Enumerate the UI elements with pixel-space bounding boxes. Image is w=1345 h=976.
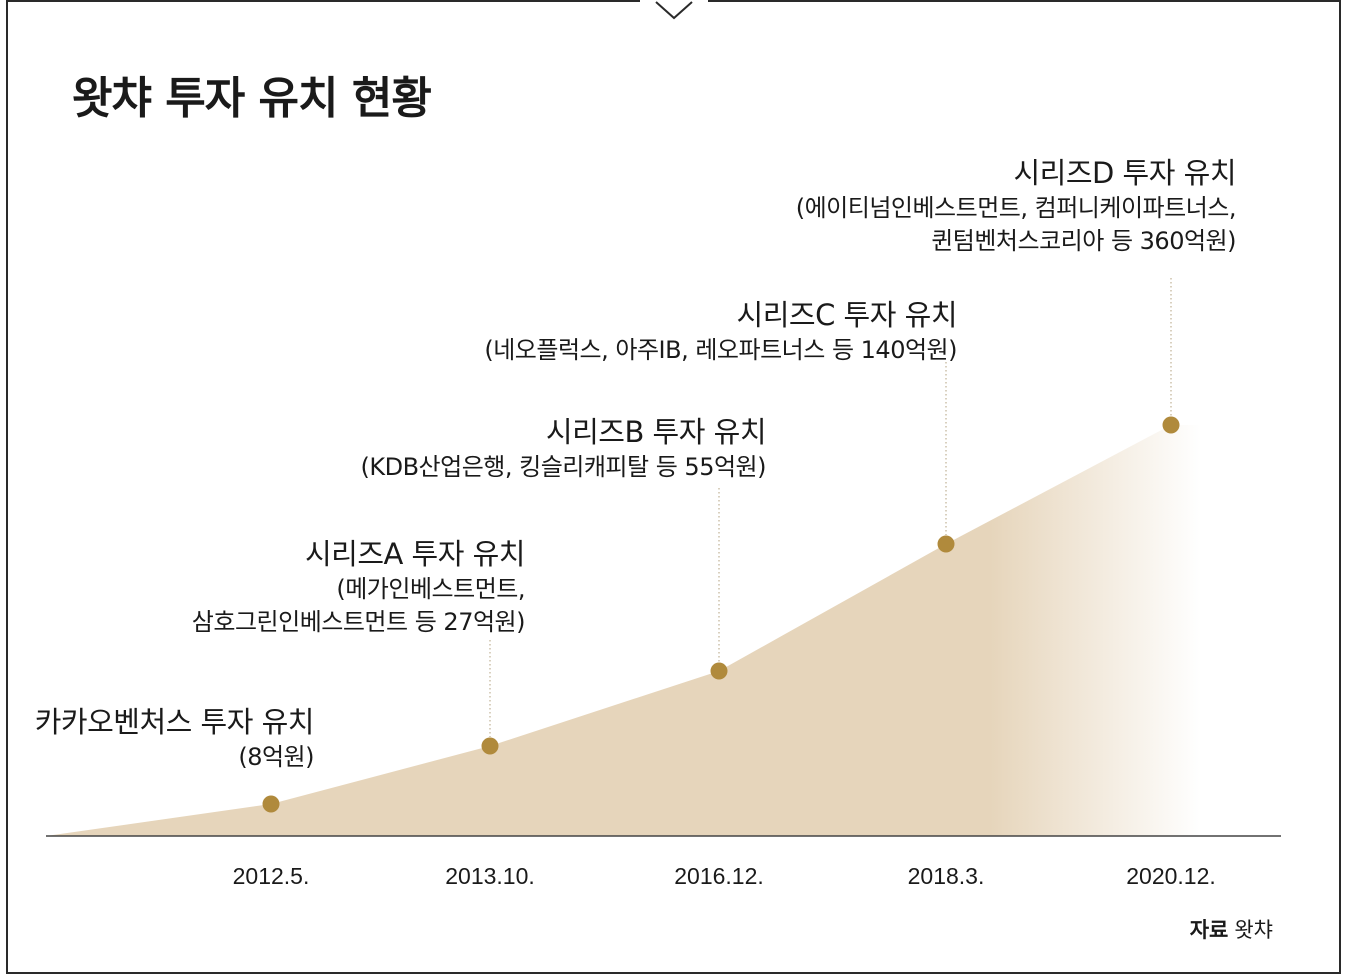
annotation-title: 시리즈D 투자 유치 [1013,156,1236,190]
frame-top-border-left [6,0,640,2]
data-point [481,737,499,755]
data-annotation: 시리즈D 투자 유치 (에이티넘인베스트먼트, 컴퍼니케이파트너스, 퀸텀벤처스코리… [795,154,1237,258]
data-annotation: 시리즈A 투자 유치 (메가인베스트먼트, 삼호그린인베스트먼트 등 27억원) [191,535,526,639]
annotation-detail: 삼호그린인베스트먼트 등 27억원) [191,608,526,636]
area-fill [46,425,1201,836]
x-tick-label: 2020.12. [1126,863,1216,889]
x-tick-label: 2013.10. [445,863,535,889]
data-annotation: 카카오벤처스 투자 유치 (8억원) [34,703,315,774]
data-point [1162,416,1180,434]
chart-title: 왓챠 투자 유치 현황 [72,73,432,124]
annotation-detail: (네오플럭스, 아주IB, 레오파트너스 등 140억원) [484,336,957,364]
annotation-title: 시리즈A 투자 유치 [304,537,526,571]
x-tick-label: 2018.3. [908,863,985,889]
source-credit: 자료 왓챠 [1190,914,1273,944]
annotation-detail: (메가인베스트먼트, [336,575,525,603]
x-tick-label: 2016.12. [674,863,764,889]
data-annotation: 시리즈C 투자 유치 (네오플럭스, 아주IB, 레오파트너스 등 140억원) [484,296,957,367]
annotation-title: 시리즈B 투자 유치 [545,415,767,449]
data-annotation: 시리즈B 투자 유치 (KDB산업은행, 킹슬리캐피탈 등 55억원) [360,413,766,484]
annotation-detail: (8억원) [238,743,314,771]
chevron-down-icon [655,1,693,20]
annotation-detail: (KDB산업은행, 킹슬리캐피탈 등 55억원) [360,453,766,481]
annotation-detail: (에이티넘인베스트먼트, 컴퍼니케이파트너스, [795,194,1237,222]
annotation-title: 시리즈C 투자 유치 [736,298,958,332]
frame-top-border-right [708,0,1341,2]
data-point [710,662,728,680]
annotation-detail: 퀸텀벤처스코리아 등 360억원) [931,227,1236,255]
data-point [937,535,955,553]
source-label: 자료 [1189,918,1229,942]
annotation-title: 카카오벤처스 투자 유치 [34,705,315,739]
data-point [262,795,280,813]
chart-frame [6,0,1341,974]
source-value: 왓챠 [1234,918,1273,942]
x-tick-label: 2012.5. [233,863,310,889]
